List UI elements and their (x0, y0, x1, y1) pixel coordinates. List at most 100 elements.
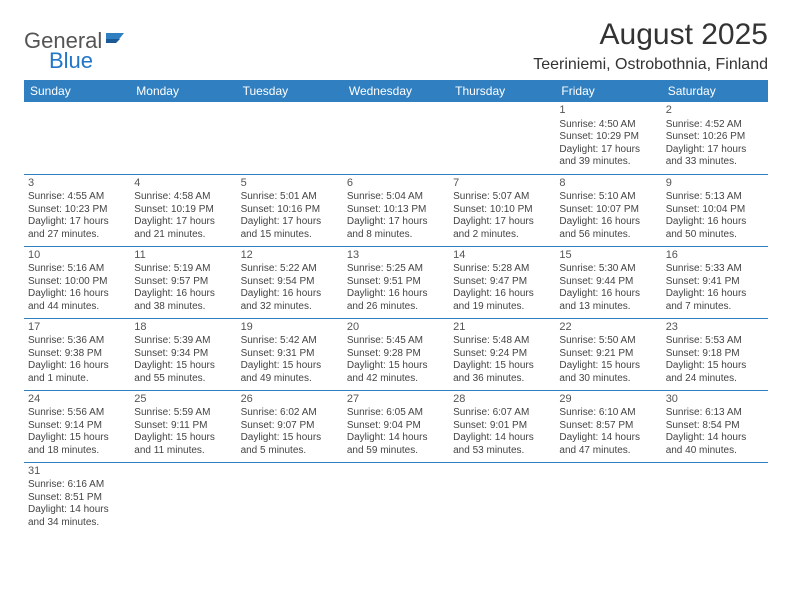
sunrise-text: Sunrise: 5:48 AM (453, 335, 551, 348)
sunset-text: Sunset: 10:26 PM (666, 131, 764, 144)
day-number: 19 (241, 321, 339, 335)
daylight-text: Daylight: 17 hours (559, 144, 657, 157)
sunrise-text: Sunrise: 4:50 AM (559, 119, 657, 132)
calendar-day-cell: 7Sunrise: 5:07 AMSunset: 10:10 PMDayligh… (449, 174, 555, 246)
day-number: 4 (134, 177, 232, 191)
sunset-text: Sunset: 9:24 PM (453, 348, 551, 361)
day-number: 6 (347, 177, 445, 191)
header: General August 2025 Teeriniemi, Ostrobot… (24, 18, 768, 74)
daylight-text: Daylight: 15 hours (134, 360, 232, 373)
daylight-text: Daylight: 16 hours (241, 288, 339, 301)
daylight-text: Daylight: 15 hours (241, 432, 339, 445)
daylight-text: and 59 minutes. (347, 445, 445, 458)
weekday-header: Tuesday (237, 80, 343, 102)
daylight-text: Daylight: 16 hours (453, 288, 551, 301)
sunset-text: Sunset: 9:28 PM (347, 348, 445, 361)
daylight-text: Daylight: 16 hours (666, 216, 764, 229)
daylight-text: and 34 minutes. (28, 517, 126, 530)
sunset-text: Sunset: 8:54 PM (666, 420, 764, 433)
sunrise-text: Sunrise: 6:10 AM (559, 407, 657, 420)
weekday-header: Wednesday (343, 80, 449, 102)
day-number: 8 (559, 177, 657, 191)
calendar-day-cell: 28Sunrise: 6:07 AMSunset: 9:01 PMDayligh… (449, 390, 555, 462)
sunrise-text: Sunrise: 5:53 AM (666, 335, 764, 348)
calendar-day-cell: 24Sunrise: 5:56 AMSunset: 9:14 PMDayligh… (24, 390, 130, 462)
sunrise-text: Sunrise: 5:28 AM (453, 263, 551, 276)
calendar-week-row: 3Sunrise: 4:55 AMSunset: 10:23 PMDayligh… (24, 174, 768, 246)
daylight-text: and 30 minutes. (559, 373, 657, 386)
weekday-header: Thursday (449, 80, 555, 102)
calendar-day-cell: 12Sunrise: 5:22 AMSunset: 9:54 PMDayligh… (237, 246, 343, 318)
calendar-empty-cell (343, 462, 449, 534)
daylight-text: and 32 minutes. (241, 301, 339, 314)
day-number: 20 (347, 321, 445, 335)
daylight-text: Daylight: 17 hours (28, 216, 126, 229)
day-number: 21 (453, 321, 551, 335)
daylight-text: Daylight: 17 hours (666, 144, 764, 157)
calendar-week-row: 1Sunrise: 4:50 AMSunset: 10:29 PMDayligh… (24, 102, 768, 174)
sunrise-text: Sunrise: 5:25 AM (347, 263, 445, 276)
sunset-text: Sunset: 10:04 PM (666, 204, 764, 217)
calendar-day-cell: 4Sunrise: 4:58 AMSunset: 10:19 PMDayligh… (130, 174, 236, 246)
sunset-text: Sunset: 9:11 PM (134, 420, 232, 433)
calendar-day-cell: 1Sunrise: 4:50 AMSunset: 10:29 PMDayligh… (555, 102, 661, 174)
calendar-day-cell: 18Sunrise: 5:39 AMSunset: 9:34 PMDayligh… (130, 318, 236, 390)
calendar-body: 1Sunrise: 4:50 AMSunset: 10:29 PMDayligh… (24, 102, 768, 534)
calendar-day-cell: 16Sunrise: 5:33 AMSunset: 9:41 PMDayligh… (662, 246, 768, 318)
daylight-text: Daylight: 16 hours (28, 360, 126, 373)
daylight-text: Daylight: 15 hours (241, 360, 339, 373)
daylight-text: and 39 minutes. (559, 156, 657, 169)
sunrise-text: Sunrise: 5:59 AM (134, 407, 232, 420)
day-number: 15 (559, 249, 657, 263)
day-number: 25 (134, 393, 232, 407)
daylight-text: and 33 minutes. (666, 156, 764, 169)
daylight-text: Daylight: 16 hours (134, 288, 232, 301)
sunset-text: Sunset: 8:57 PM (559, 420, 657, 433)
calendar-empty-cell (449, 102, 555, 174)
daylight-text: and 27 minutes. (28, 229, 126, 242)
daylight-text: and 11 minutes. (134, 445, 232, 458)
sunset-text: Sunset: 9:41 PM (666, 276, 764, 289)
day-number: 28 (453, 393, 551, 407)
sunrise-text: Sunrise: 5:30 AM (559, 263, 657, 276)
sunrise-text: Sunrise: 5:45 AM (347, 335, 445, 348)
daylight-text: and 47 minutes. (559, 445, 657, 458)
daylight-text: and 5 minutes. (241, 445, 339, 458)
weekday-header: Monday (130, 80, 236, 102)
calendar-empty-cell (662, 462, 768, 534)
daylight-text: Daylight: 15 hours (453, 360, 551, 373)
day-number: 16 (666, 249, 764, 263)
daylight-text: Daylight: 15 hours (134, 432, 232, 445)
sunrise-text: Sunrise: 5:01 AM (241, 191, 339, 204)
calendar-day-cell: 31Sunrise: 6:16 AMSunset: 8:51 PMDayligh… (24, 462, 130, 534)
daylight-text: Daylight: 15 hours (347, 360, 445, 373)
calendar-empty-cell (24, 102, 130, 174)
calendar-day-cell: 19Sunrise: 5:42 AMSunset: 9:31 PMDayligh… (237, 318, 343, 390)
calendar-day-cell: 20Sunrise: 5:45 AMSunset: 9:28 PMDayligh… (343, 318, 449, 390)
sunset-text: Sunset: 9:47 PM (453, 276, 551, 289)
daylight-text: and 2 minutes. (453, 229, 551, 242)
sunrise-text: Sunrise: 5:16 AM (28, 263, 126, 276)
daylight-text: and 36 minutes. (453, 373, 551, 386)
daylight-text: and 26 minutes. (347, 301, 445, 314)
sunset-text: Sunset: 10:00 PM (28, 276, 126, 289)
daylight-text: and 18 minutes. (28, 445, 126, 458)
daylight-text: Daylight: 16 hours (559, 288, 657, 301)
calendar-week-row: 24Sunrise: 5:56 AMSunset: 9:14 PMDayligh… (24, 390, 768, 462)
daylight-text: Daylight: 14 hours (666, 432, 764, 445)
calendar-day-cell: 3Sunrise: 4:55 AMSunset: 10:23 PMDayligh… (24, 174, 130, 246)
calendar-empty-cell (449, 462, 555, 534)
day-number: 2 (666, 104, 764, 118)
calendar-empty-cell (555, 462, 661, 534)
daylight-text: and 53 minutes. (453, 445, 551, 458)
calendar-day-cell: 5Sunrise: 5:01 AMSunset: 10:16 PMDayligh… (237, 174, 343, 246)
sunrise-text: Sunrise: 6:02 AM (241, 407, 339, 420)
sunset-text: Sunset: 9:31 PM (241, 348, 339, 361)
day-number: 18 (134, 321, 232, 335)
calendar-week-row: 17Sunrise: 5:36 AMSunset: 9:38 PMDayligh… (24, 318, 768, 390)
daylight-text: Daylight: 15 hours (28, 432, 126, 445)
calendar-day-cell: 23Sunrise: 5:53 AMSunset: 9:18 PMDayligh… (662, 318, 768, 390)
sunrise-text: Sunrise: 4:52 AM (666, 119, 764, 132)
calendar-empty-cell (130, 102, 236, 174)
calendar-week-row: 31Sunrise: 6:16 AMSunset: 8:51 PMDayligh… (24, 462, 768, 534)
